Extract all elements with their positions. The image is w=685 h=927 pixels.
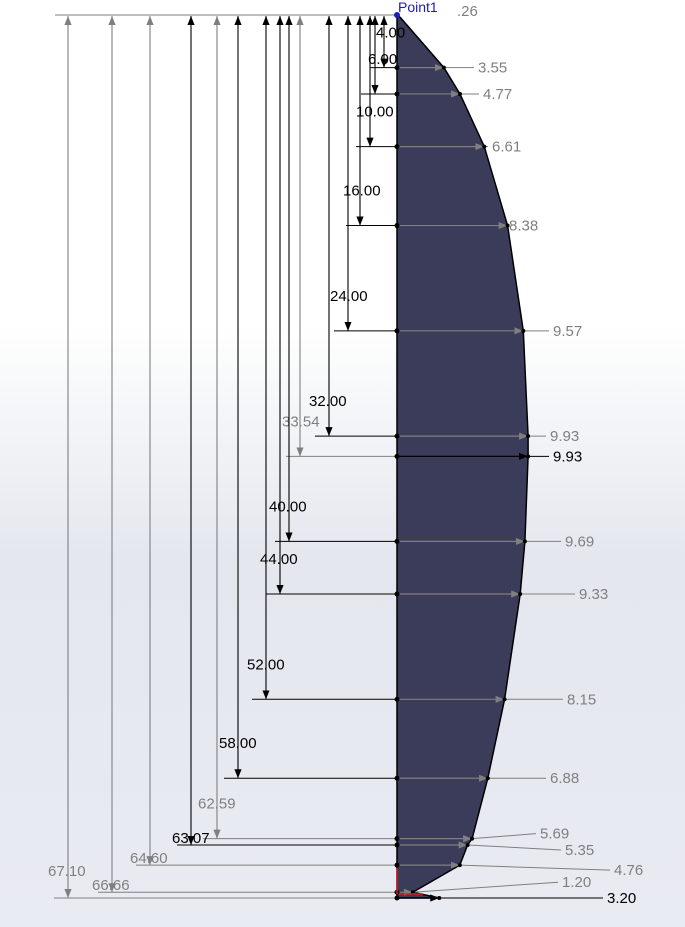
width-dimension-label: 8.38 [509, 218, 538, 235]
height-dimension-label: 67.10 [48, 863, 86, 880]
profile-point [502, 697, 507, 702]
profile-point [470, 836, 475, 841]
height-dimension-label: 52.00 [247, 656, 285, 673]
height-dimension-label: 6.00 [368, 51, 397, 68]
profile-point [505, 223, 510, 228]
vertical-dimensions: 4.006.0010.0016.0024.0032.0033.5440.0044… [48, 14, 405, 899]
profile-point [457, 863, 462, 868]
top-dimension-label: .26 [457, 3, 478, 20]
height-dimension-label: 4.00 [376, 25, 405, 42]
profile-point [441, 65, 446, 70]
height-dimension-label: 58.00 [219, 735, 257, 752]
profile-point [518, 592, 523, 597]
width-dimension-label: 9.57 [553, 323, 582, 340]
spine-point [394, 696, 400, 702]
width-dimension-label: 3.20 [607, 890, 636, 907]
width-dimension-label: 9.93 [550, 428, 579, 445]
profile-point [526, 434, 531, 439]
spine-point [394, 433, 400, 439]
spine-point [394, 895, 400, 901]
profile-point [465, 842, 470, 847]
height-dimension-label: 33.54 [282, 413, 320, 430]
width-leader-line [467, 844, 562, 851]
width-dimension-label: 5.69 [540, 826, 569, 843]
width-dimension-label: 4.76 [614, 862, 643, 879]
height-dimension-label: 64.60 [130, 850, 168, 867]
width-leader-line [459, 864, 611, 871]
point-markers [394, 65, 531, 901]
height-dimension-label: 40.00 [269, 498, 307, 515]
spine-point [394, 538, 400, 544]
height-dimension-label: 16.00 [343, 183, 381, 200]
profile-point [526, 454, 531, 459]
width-dimension-label: 9.93 [553, 448, 582, 465]
spine-point [394, 328, 400, 334]
width-leader-line [412, 881, 559, 893]
spine-point [394, 65, 400, 71]
profile-point [521, 328, 526, 333]
height-dimension-label: 32.00 [309, 393, 347, 410]
width-dimension-label: 5.35 [565, 842, 594, 859]
profile-point [410, 890, 415, 895]
spine-point [394, 836, 400, 842]
height-dimension-label: 62.59 [198, 796, 236, 813]
spine-point [394, 91, 400, 97]
spine-point [394, 862, 400, 868]
profile-point [437, 896, 442, 900]
profile-point [457, 91, 462, 96]
profile-point [522, 539, 527, 544]
width-dimension-label: 9.33 [579, 586, 608, 603]
width-dimension-label: 8.15 [567, 691, 596, 708]
point1-label: Point1 [398, 0, 438, 15]
height-dimension-label: 63.07 [172, 830, 210, 847]
spine-point [394, 775, 400, 781]
width-leader-line [472, 833, 537, 840]
width-dimension-label: 3.55 [478, 60, 507, 77]
width-dimension-label: 6.61 [492, 139, 521, 156]
origin-marker [396, 868, 423, 895]
width-dimensions: 3.55 4.77 6.61 8.38 9.57 9.93 9.93 9.69 9.33 8.15… [399, 60, 643, 907]
point1-marker[interactable] [394, 12, 400, 18]
spine-point [394, 453, 400, 459]
height-dimension-label: 24.00 [330, 288, 368, 305]
height-dimension-label: 10.00 [356, 104, 394, 121]
width-dimension-label: 6.88 [550, 770, 579, 787]
width-dimension-label: 4.77 [483, 86, 512, 103]
spine-point [394, 842, 400, 848]
spine-point [394, 144, 400, 150]
spine-point [394, 223, 400, 229]
profile-point [485, 776, 490, 781]
width-dimension-label: 1.20 [562, 874, 591, 891]
height-dimension-label: 66.66 [92, 877, 130, 894]
width-dimension-label: 9.69 [565, 533, 594, 550]
spine-point [394, 591, 400, 597]
profile-point [482, 144, 487, 149]
